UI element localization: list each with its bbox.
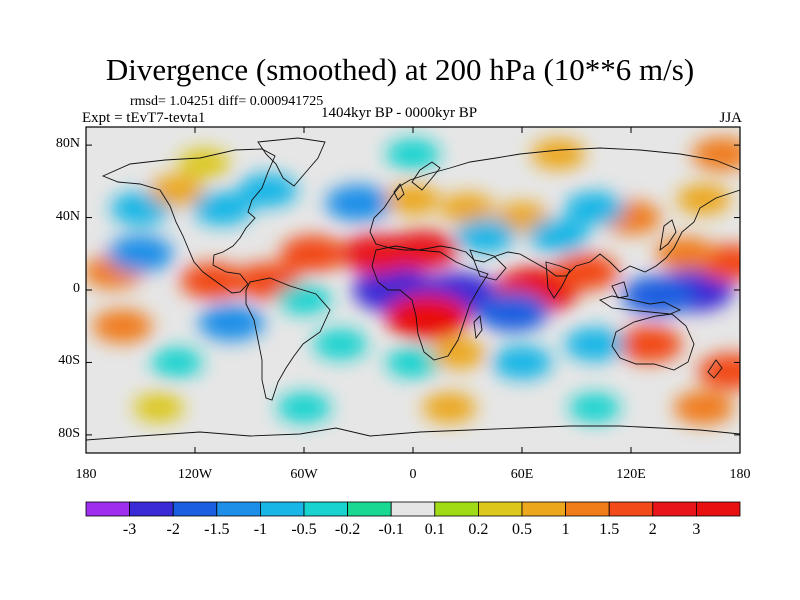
field-feature — [440, 193, 495, 224]
colorbar-label: 1 — [561, 521, 570, 538]
field-feature — [431, 337, 486, 369]
field-feature — [107, 235, 174, 273]
colorbar — [85, 501, 741, 517]
field-feature — [622, 275, 695, 316]
field-feature — [455, 218, 516, 253]
field-feature — [385, 294, 470, 341]
lat-tick-label: 80S — [58, 425, 80, 441]
field-feature — [277, 283, 331, 315]
field-feature — [691, 137, 740, 172]
lon-tick-label: 60E — [510, 467, 534, 482]
colorbar-swatch — [129, 501, 174, 517]
lon-tick-label: 60W — [290, 467, 318, 482]
colorbar-swatch — [85, 501, 130, 517]
field-feature — [528, 218, 589, 253]
colorbar-swatch — [390, 501, 436, 517]
colorbar-swatch — [347, 501, 392, 517]
colorbar-swatch — [477, 501, 523, 517]
field-feature — [386, 138, 440, 170]
colorbar-label: -3 — [122, 521, 137, 538]
experiment-label: Expt = tEvT7-tevta1 — [82, 110, 206, 126]
field-feature — [110, 191, 171, 226]
field-feature — [673, 390, 734, 425]
field-feature — [149, 174, 204, 206]
lon-tick-label: 180 — [75, 467, 97, 482]
colorbar-swatch — [172, 501, 218, 517]
field-feature — [280, 235, 347, 273]
colorbar-label: 1.5 — [599, 521, 620, 538]
field-feature — [178, 148, 230, 179]
field-feature — [676, 183, 731, 215]
field-feature — [552, 253, 619, 291]
field-feature — [422, 392, 477, 424]
field-feature — [564, 327, 625, 362]
field-feature — [568, 392, 621, 423]
colorbar-label: 2 — [648, 521, 657, 538]
colorbar-label: -1 — [253, 521, 268, 538]
field-feature — [386, 183, 440, 215]
colorbar-swatch — [608, 501, 654, 517]
field-feature — [325, 184, 392, 222]
colorbar-swatch — [696, 501, 741, 517]
lat-tick-label: 40N — [55, 208, 80, 224]
field-feature — [313, 328, 368, 360]
colorbar-label: -2 — [166, 521, 180, 538]
axis-ticks — [85, 127, 741, 453]
colorbar-swatch — [652, 501, 697, 517]
lat-tick-label: 80N — [55, 136, 80, 152]
colorbar-label: -0.1 — [378, 521, 404, 538]
field-feature — [386, 346, 440, 378]
colorbar-label: -1.5 — [204, 521, 230, 538]
colorbar-swatch — [259, 501, 305, 517]
plot-area — [85, 126, 741, 454]
lon-tick-label: 180 — [729, 467, 751, 482]
field-feature — [237, 173, 298, 208]
field-feature — [531, 138, 586, 170]
colorbar-swatch — [216, 501, 261, 517]
field-feature — [92, 309, 153, 344]
field-feature — [198, 304, 265, 342]
field-feature — [277, 392, 331, 424]
stats-text: rmsd= 1.04251 diff= 0.000941725 — [130, 94, 324, 109]
field-feature — [192, 191, 253, 226]
lon-tick-label: 0 — [409, 467, 417, 482]
period-label: 1404kyr BP - 0000kyr BP — [321, 105, 478, 121]
field-feature — [151, 347, 203, 378]
field-feature — [476, 291, 549, 332]
colorbar-label: 0.1 — [424, 521, 445, 538]
colorbar-label: 0.5 — [512, 521, 532, 538]
season-label: JJA — [719, 110, 742, 126]
chart-title: Divergence (smoothed) at 200 hPa (10**6 … — [105, 52, 695, 87]
colorbar-swatch — [434, 501, 479, 517]
field-feature — [655, 236, 716, 271]
colorbar-swatch — [303, 501, 348, 517]
colorbar-label: -0.2 — [334, 521, 361, 538]
field-feature — [133, 393, 184, 423]
colorbar-swatch — [521, 501, 566, 517]
colorbar-label: 0.2 — [468, 521, 489, 538]
field-feature — [616, 325, 683, 363]
lon-tick-label: 120E — [616, 467, 646, 482]
colorbar-label: -0.5 — [291, 521, 317, 538]
colorbar-label: 3 — [692, 521, 701, 538]
lat-tick-label: 0 — [73, 281, 80, 296]
lat-tick-label: 40S — [58, 353, 80, 369]
lon-tick-label: 120W — [177, 467, 213, 482]
colorbar-swatch — [565, 501, 610, 517]
field-feature — [564, 191, 625, 226]
field-feature — [492, 345, 552, 380]
field-feature — [180, 262, 247, 300]
coastlines — [86, 137, 740, 441]
